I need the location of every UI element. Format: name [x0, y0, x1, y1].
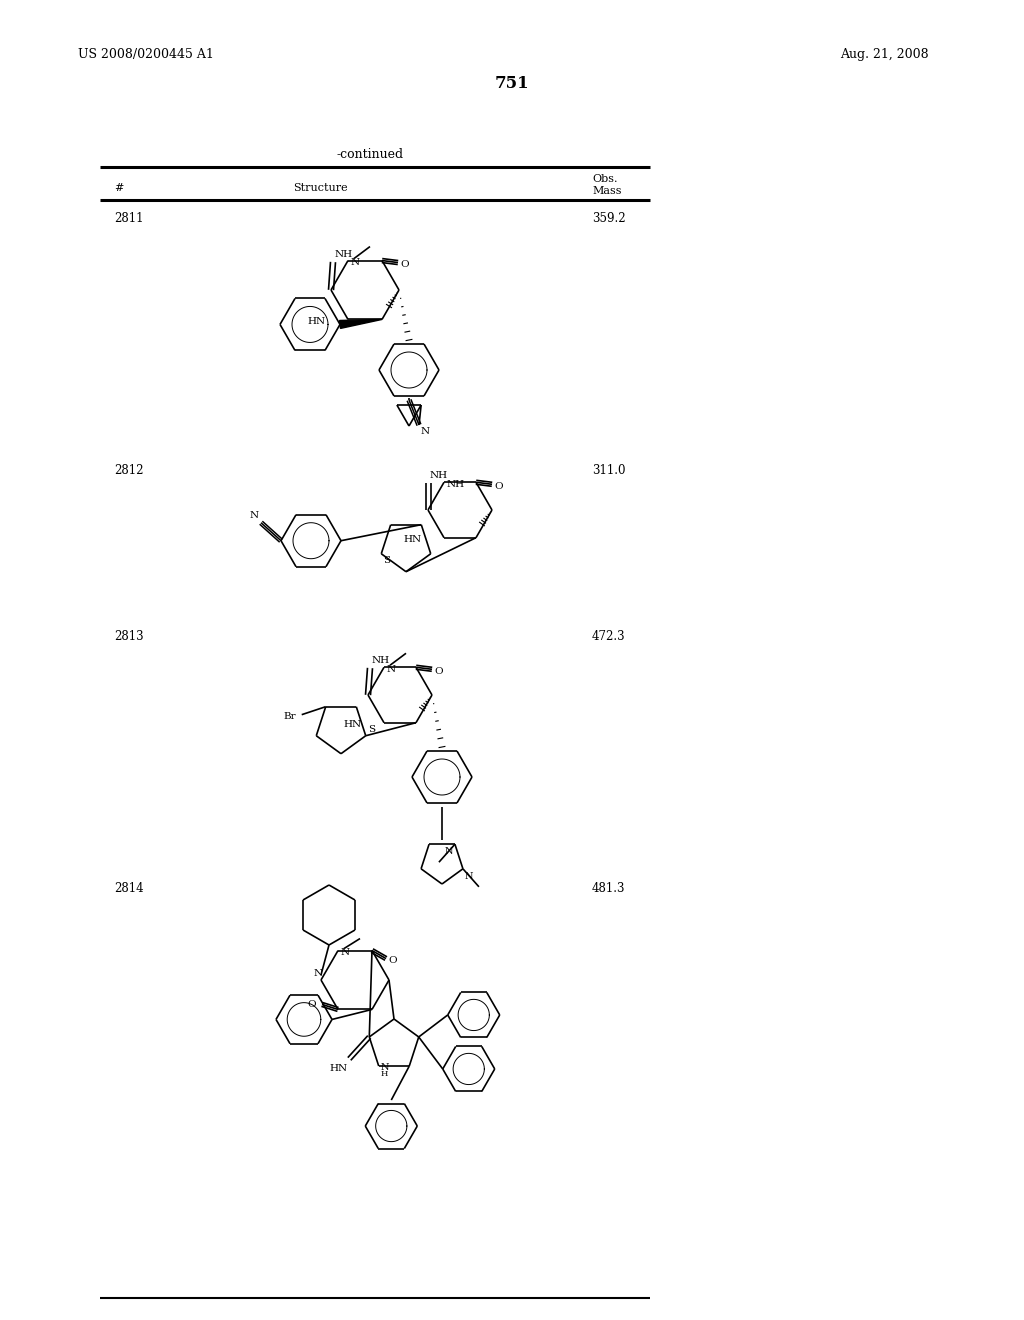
Polygon shape [340, 319, 382, 329]
Text: N: N [341, 948, 350, 957]
Text: Mass: Mass [592, 186, 622, 195]
Text: 481.3: 481.3 [592, 882, 626, 895]
Text: 2812: 2812 [114, 465, 143, 477]
Text: S: S [368, 725, 375, 734]
Text: Obs.: Obs. [592, 174, 617, 183]
Text: NH: NH [430, 471, 449, 480]
Text: 751: 751 [495, 75, 529, 92]
Text: S: S [383, 556, 390, 565]
Text: NH: NH [447, 479, 465, 488]
Text: 2813: 2813 [114, 630, 143, 643]
Text: N: N [444, 847, 453, 857]
Text: 311.0: 311.0 [592, 465, 626, 477]
Text: O: O [434, 667, 442, 676]
Text: N: N [351, 257, 360, 267]
Text: 359.2: 359.2 [592, 213, 626, 224]
Text: 472.3: 472.3 [592, 630, 626, 643]
Text: HN: HN [308, 317, 326, 326]
Text: O: O [307, 1001, 316, 1008]
Text: #: # [114, 183, 123, 193]
Text: N: N [313, 969, 323, 978]
Text: O: O [494, 482, 503, 491]
Text: N: N [387, 665, 396, 673]
Text: Structure: Structure [293, 183, 347, 193]
Text: O: O [388, 956, 396, 965]
Text: NH: NH [372, 656, 390, 665]
Text: HN: HN [403, 535, 422, 544]
Text: NH: NH [335, 249, 353, 259]
Text: 2814: 2814 [114, 882, 143, 895]
Text: N: N [381, 1063, 389, 1072]
Text: HN: HN [329, 1064, 347, 1073]
Text: Aug. 21, 2008: Aug. 21, 2008 [840, 48, 929, 61]
Text: HN: HN [344, 721, 362, 729]
Text: Br: Br [283, 713, 296, 721]
Text: -continued: -continued [337, 148, 403, 161]
Text: H: H [381, 1071, 388, 1078]
Text: N: N [421, 426, 430, 436]
Text: US 2008/0200445 A1: US 2008/0200445 A1 [78, 48, 214, 61]
Text: O: O [400, 260, 409, 269]
Text: N: N [465, 871, 473, 880]
Text: N: N [250, 511, 259, 520]
Text: 2811: 2811 [114, 213, 143, 224]
